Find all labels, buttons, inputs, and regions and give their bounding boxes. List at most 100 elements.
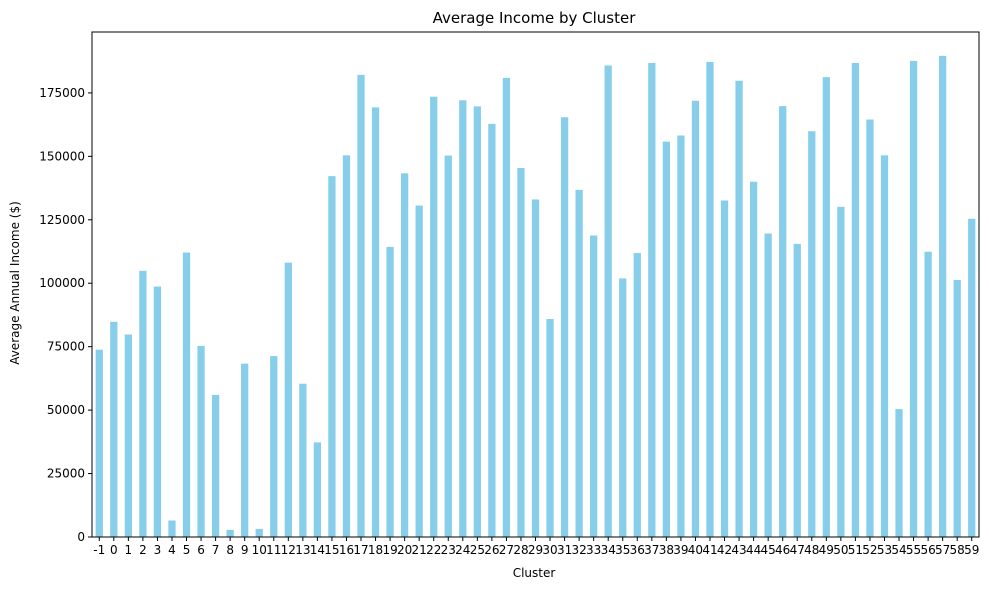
x-tick-label: 51	[848, 543, 863, 557]
x-tick-label: 0	[110, 543, 118, 557]
bar-cluster-19	[386, 246, 394, 538]
x-tick-label: 58	[950, 543, 965, 557]
bar-cluster-31	[560, 117, 569, 538]
x-tick-label: 1	[125, 543, 133, 557]
bar-cluster-15	[328, 176, 336, 538]
x-tick-label: 24	[455, 543, 470, 557]
x-tick-label: 49	[819, 543, 834, 557]
x-tick-label: 22	[426, 543, 441, 557]
x-tick-label: 42	[717, 543, 732, 557]
x-tick-label: 44	[746, 543, 761, 557]
y-tick-label: 50000	[47, 403, 85, 417]
bar-cluster-17	[357, 74, 365, 537]
x-tick-label: 47	[790, 543, 805, 557]
x-tick-label: 52	[862, 543, 877, 557]
y-axis-label: Average Annual Income ($)	[8, 201, 22, 365]
bar-cluster-38	[662, 141, 671, 537]
x-tick-label: 57	[935, 543, 950, 557]
bar-cluster-39	[677, 135, 685, 537]
x-tick-label: 23	[441, 543, 456, 557]
x-tick-label: 30	[542, 543, 557, 557]
bar-cluster-26	[488, 123, 496, 537]
x-tick-label: 3	[154, 543, 162, 557]
x-tick-label: 12	[281, 543, 296, 557]
bar-cluster-18	[371, 107, 380, 537]
x-tick-label: 46	[775, 543, 790, 557]
bar-cluster-10	[255, 528, 263, 537]
x-tick-label: -1	[93, 543, 105, 557]
x-tick-label: 20	[397, 543, 412, 557]
x-tick-label: 19	[382, 543, 397, 557]
x-tick-label: 28	[513, 543, 528, 557]
y-tick-label: 25000	[47, 467, 85, 481]
x-tick-label: 10	[252, 543, 267, 557]
x-tick-label: 13	[295, 543, 310, 557]
y-tick-label: 75000	[47, 340, 85, 354]
y-tick-label: 125000	[39, 213, 85, 227]
bar-cluster-29	[531, 199, 540, 538]
bar-cluster-13	[299, 383, 307, 537]
x-tick-label: 25	[470, 543, 485, 557]
bar-cluster-0	[110, 321, 118, 537]
x-tick-label: 55	[906, 543, 921, 557]
x-tick-label: 36	[630, 543, 645, 557]
x-tick-label: 15	[324, 543, 339, 557]
bar-cluster-21	[415, 205, 423, 538]
bar-cluster-16	[342, 155, 351, 537]
bar-cluster-14	[313, 442, 322, 537]
x-tick-label: 18	[368, 543, 383, 557]
x-tick-label: 21	[412, 543, 427, 557]
bar-cluster-27	[502, 77, 511, 537]
bar-cluster-54	[895, 409, 903, 537]
x-tick-label: 32	[571, 543, 586, 557]
bar-cluster-55	[909, 60, 918, 537]
x-axis-label: Cluster	[513, 566, 556, 580]
x-tick-label: 50	[833, 543, 848, 557]
y-axis: 0 25000 50000 75000 100000 125000 150000 175000	[39, 86, 92, 544]
bar-cluster-23	[444, 155, 452, 537]
bar-cluster-28	[517, 168, 525, 538]
chart-title: Average Income by Cluster	[433, 9, 637, 27]
x-tick-label: 27	[499, 543, 514, 557]
x-tick-label: 6	[197, 543, 205, 557]
bar-cluster-7	[211, 394, 220, 537]
bars	[95, 55, 976, 538]
x-tick-label: 17	[353, 543, 368, 557]
x-tick-label: 43	[731, 543, 746, 557]
bar-cluster-46	[779, 106, 787, 538]
x-tick-label: 5	[183, 543, 191, 557]
bar-cluster-34	[604, 65, 612, 537]
bar-cluster-22	[430, 96, 438, 537]
bar-cluster-30	[546, 319, 554, 537]
bar-cluster-37	[648, 62, 656, 537]
bar-cluster-1	[124, 334, 132, 537]
x-tick-label: 45	[761, 543, 776, 557]
y-tick-label: 100000	[39, 276, 85, 290]
bar-cluster-47	[793, 243, 801, 538]
x-tick-label: 2	[139, 543, 147, 557]
bar-cluster-35	[619, 278, 627, 537]
x-tick-label: 11	[266, 543, 281, 557]
bar-cluster-42	[720, 200, 729, 538]
x-tick-label: 48	[804, 543, 819, 557]
bar-cluster-56	[924, 251, 932, 537]
bar-cluster-25	[473, 106, 481, 537]
bar-cluster-53	[880, 155, 889, 537]
bar-cluster-49	[822, 77, 830, 538]
x-tick-label: 35	[615, 543, 630, 557]
bar-cluster-4	[168, 520, 176, 537]
x-tick-label: 34	[601, 543, 616, 557]
bar-cluster-51	[851, 62, 860, 537]
x-tick-label: 14	[310, 543, 325, 557]
x-tick-label: 26	[484, 543, 499, 557]
bar-cluster--1	[95, 349, 103, 537]
x-tick-label: 59	[964, 543, 979, 557]
x-tick-label: 29	[528, 543, 543, 557]
x-tick-label: 38	[659, 543, 674, 557]
y-tick-label: 175000	[39, 86, 85, 100]
bar-cluster-57	[939, 55, 947, 537]
x-tick-label: 9	[241, 543, 249, 557]
x-tick-label: 40	[688, 543, 703, 557]
x-tick-label: 31	[557, 543, 572, 557]
